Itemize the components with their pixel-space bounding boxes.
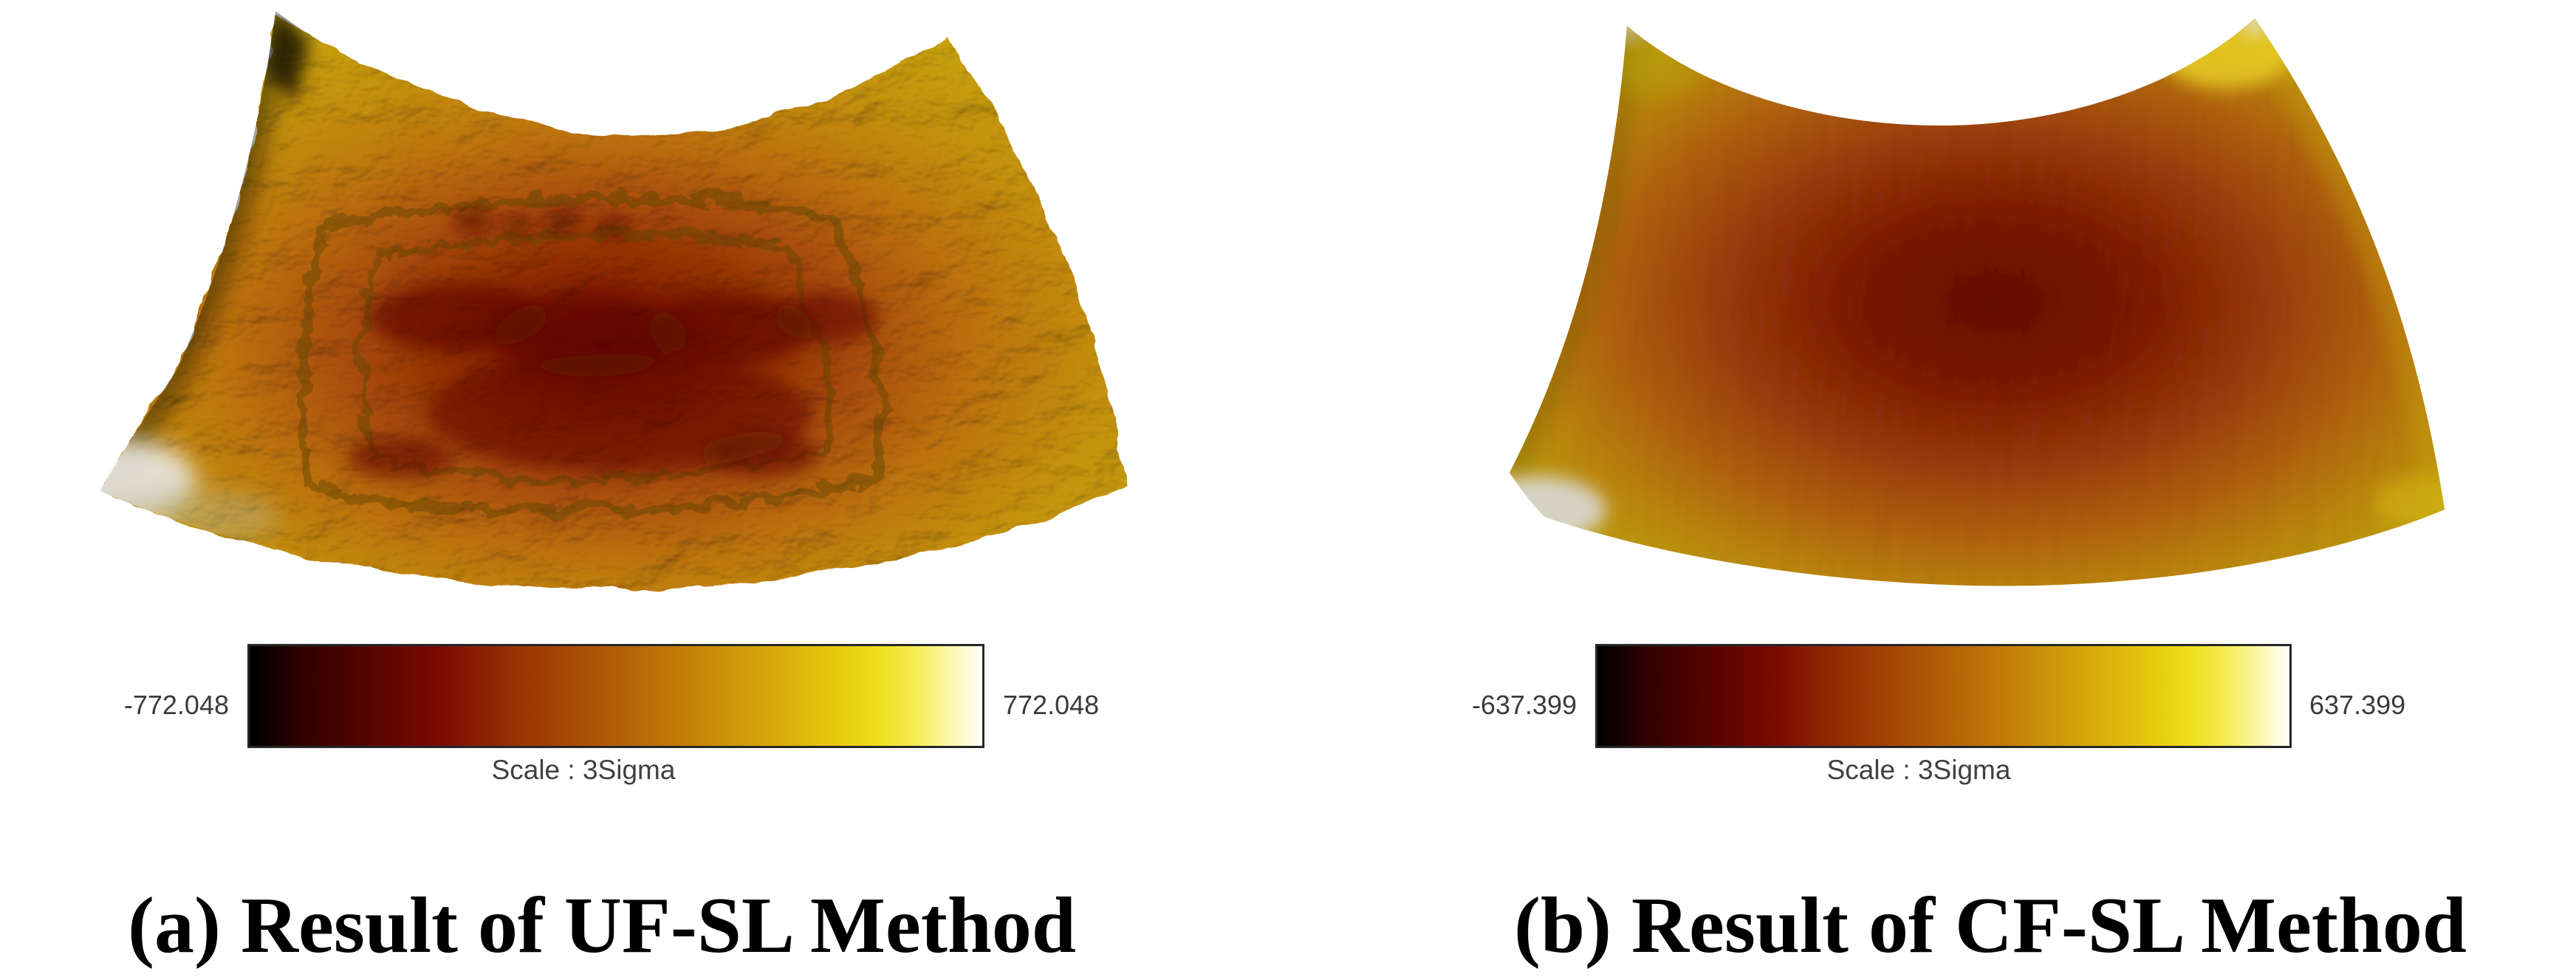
panel-b-caption: (b) Result of CF-SL Method: [1514, 882, 2467, 970]
colorbar-a-max-label: 772.048: [1003, 690, 1100, 720]
colorbar-a-scale-label: Scale : 3Sigma: [491, 755, 676, 785]
surface-plot-b: [1510, 18, 2445, 586]
colorbar-b-max-label: 637.399: [2309, 690, 2406, 720]
colorbar-b-min-label: -637.399: [1471, 690, 1577, 720]
surface-a-terrace-rings: [293, 189, 884, 512]
colorbar-a: [247, 644, 984, 748]
surface-plot-a: [100, 11, 1126, 590]
surface-b-body: [1510, 18, 2445, 586]
surface-a-dark-blobs: [347, 210, 879, 479]
colorbar-b-scale-label: Scale : 3Sigma: [1826, 755, 2011, 785]
panel-a-caption: (a) Result of UF-SL Method: [128, 882, 1076, 970]
colorbar-b: [1595, 644, 2292, 748]
colorbar-a-min-label: -772.048: [123, 690, 229, 720]
